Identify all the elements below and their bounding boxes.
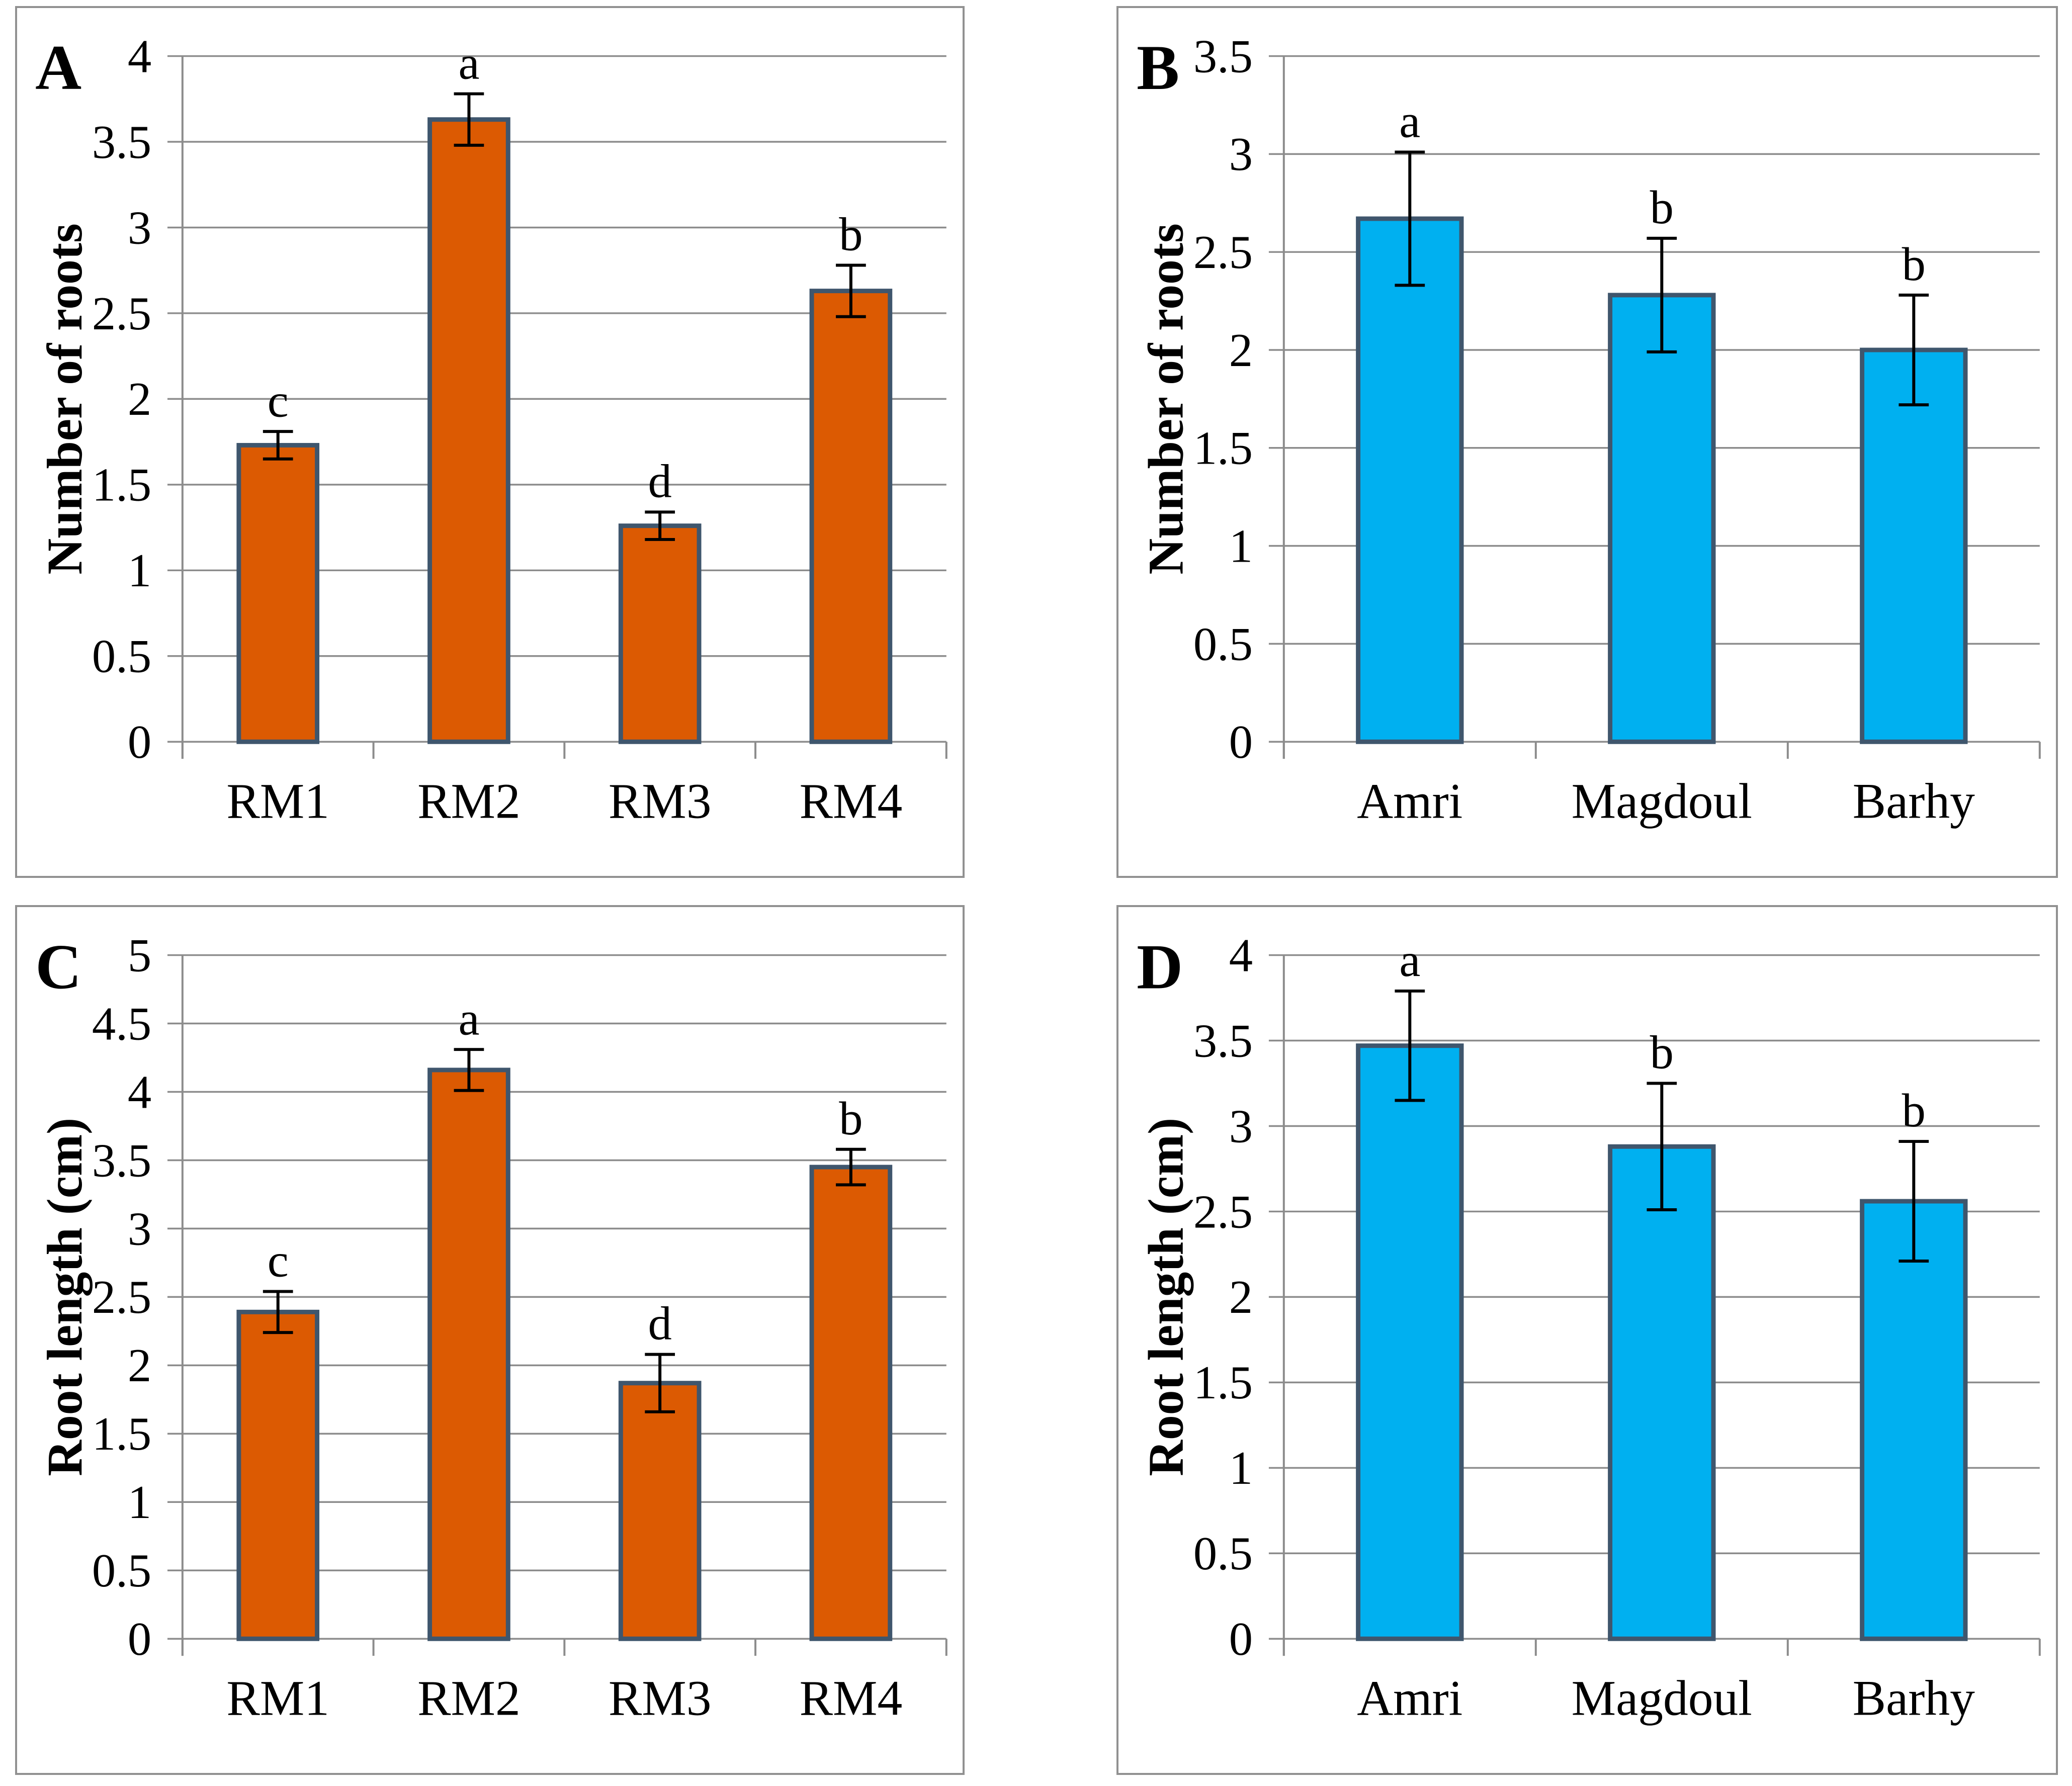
chart-A: 0 0.5 1 1.5 2 2.5 3 3.5 4 c RM1 a RM2 d RM3 b RM4 Number … [35,30,947,829]
bar-RM1 [236,442,320,744]
significance-letter: b [839,209,862,261]
chart-D: 0 0.5 1 1.5 2 2.5 3 3.5 4 a Amri b Magdoul b Barhy Root… [1137,929,2041,1726]
y-axis-title: Root length (cm) [37,1118,93,1476]
y-tick-label: 1.5 [1193,422,1253,475]
category-label: RM4 [800,1670,903,1726]
bar-RM3 [618,523,702,744]
panel-B: 0 0.5 1 1.5 2 2.5 3 3.5 a Amri b Magdoul b Barhy Numbe… [1116,6,2058,878]
significance-letter: c [268,375,289,427]
y-tick-label: 5 [128,929,151,981]
panel-letter: A [35,32,81,103]
y-axis-title: Number of roots [37,223,93,574]
category-label: Amri [1357,773,1462,829]
y-tick-label: 2 [1229,324,1253,377]
y-tick-label: 2.5 [1193,1186,1253,1238]
bar-Barhy [1860,347,1968,744]
y-tick-label: 3.5 [92,116,151,168]
bar-Amri [1356,1043,1464,1641]
chart-B: 0 0.5 1 1.5 2 2.5 3 3.5 a Amri b Magdoul b Barhy Numbe… [1137,30,2041,829]
category-label: Magdoul [1572,1670,1752,1726]
category-label: RM2 [417,1670,521,1726]
bar-RM4 [809,289,893,744]
category-label: RM3 [609,1670,712,1726]
bar-Barhy [1860,1199,1968,1641]
y-tick-label: 1.5 [92,459,151,511]
panel-C: 0 0.5 1 1.5 2 2.5 3 3.5 4 4.5 5 c RM1 a RM2 d RM3 b RM4 Roo… [15,905,965,1775]
chart-C: 0 0.5 1 1.5 2 2.5 3 3.5 4 4.5 5 c RM1 a RM2 d RM3 b RM4 Roo… [35,929,947,1726]
y-tick-label: 2.5 [92,1271,151,1323]
panel-letter: D [1137,931,1183,1002]
bar-RM2 [427,1067,510,1641]
y-tick-label: 2 [128,373,151,425]
category-label: Barhy [1853,773,1975,829]
y-tick-label: 0.5 [1193,618,1253,670]
significance-letter: d [648,1298,672,1350]
significance-letter: a [1399,96,1420,148]
significance-letter: a [458,993,479,1045]
y-tick-label: 0.5 [1193,1528,1253,1580]
y-tick-label: 0 [1229,716,1253,768]
y-tick-label: 1 [1229,520,1253,572]
y-tick-label: 1 [1229,1442,1253,1494]
y-tick-label: 0 [128,1613,151,1665]
y-tick-label: 3 [1229,128,1253,181]
y-tick-label: 1.5 [1193,1357,1253,1409]
panel-letter: C [35,931,81,1002]
y-tick-label: 4 [1229,929,1253,981]
significance-letter: b [1902,238,1926,291]
y-tick-label: 3 [1229,1100,1253,1152]
bar-Magdoul [1608,1144,1716,1641]
y-tick-label: 2.5 [1193,226,1253,279]
panel-D: 0 0.5 1 1.5 2 2.5 3 3.5 4 a Amri b Magdoul b Barhy Root… [1116,905,2058,1775]
bar-Magdoul [1608,293,1716,744]
y-tick-label: 3.5 [1193,1015,1253,1067]
y-tick-label: 1 [128,545,151,597]
y-tick-label: 4.5 [92,998,151,1050]
significance-letter: b [839,1093,862,1145]
y-tick-label: 3 [128,1203,151,1255]
category-label: RM2 [417,773,521,829]
category-label: Amri [1357,1670,1462,1726]
y-axis-title: Root length (cm) [1138,1118,1194,1476]
y-tick-label: 3.5 [92,1134,151,1187]
significance-letter: a [458,37,479,90]
y-axis-title: Number of roots [1138,223,1194,574]
y-tick-label: 4 [128,1066,151,1118]
significance-letter: d [648,456,672,508]
category-label: RM1 [226,1670,329,1726]
bar-RM3 [618,1381,702,1641]
y-tick-label: 2.5 [92,288,151,340]
y-tick-label: 2 [1229,1271,1253,1323]
y-tick-label: 1 [128,1476,151,1529]
significance-letter: a [1399,934,1420,987]
panel-A: 0 0.5 1 1.5 2 2.5 3 3.5 4 c RM1 a RM2 d RM3 b RM4 Number … [15,6,965,878]
y-tick-label: 1.5 [92,1408,151,1460]
significance-letter: b [1650,182,1674,234]
y-tick-label: 0.5 [92,631,151,683]
significance-letter: b [1650,1027,1674,1079]
category-label: RM4 [800,773,903,829]
y-tick-label: 0 [128,716,151,768]
significance-letter: c [268,1235,289,1287]
category-label: RM1 [226,773,329,829]
category-label: Barhy [1853,1670,1975,1726]
y-tick-label: 2 [128,1340,151,1392]
bar-RM4 [809,1165,893,1641]
category-label: RM3 [609,773,712,829]
significance-letter: b [1902,1085,1926,1137]
category-label: Magdoul [1572,773,1752,829]
panel-letter: B [1137,32,1179,103]
y-tick-label: 4 [128,30,151,82]
y-tick-label: 3.5 [1193,30,1253,82]
bar-Amri [1356,216,1464,744]
y-tick-label: 3 [128,202,151,254]
y-tick-label: 0.5 [92,1545,151,1597]
y-tick-label: 0 [1229,1613,1253,1665]
bar-RM2 [427,117,510,744]
bar-RM1 [236,1309,320,1641]
